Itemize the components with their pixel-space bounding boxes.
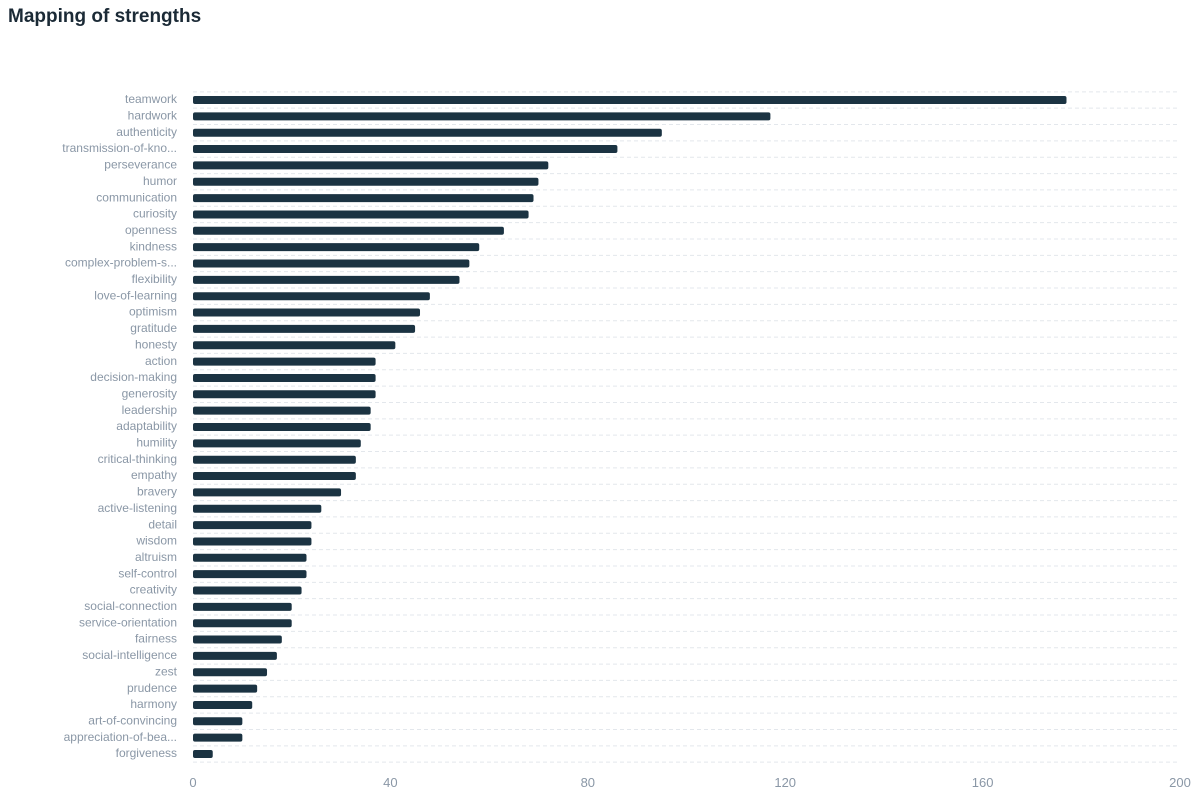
bar <box>193 717 243 726</box>
category-label: optimism <box>129 305 177 319</box>
category-label: adaptability <box>116 419 177 433</box>
bar <box>193 161 549 170</box>
bar <box>193 194 534 203</box>
category-label: leadership <box>122 403 178 417</box>
bar <box>193 373 376 382</box>
category-label: social-connection <box>84 599 177 613</box>
bar <box>193 439 361 448</box>
x-tick-label: 0 <box>189 775 196 790</box>
x-tick-label: 120 <box>774 775 796 790</box>
category-label: generosity <box>122 386 177 400</box>
bar <box>193 145 618 154</box>
category-label: humility <box>136 436 177 450</box>
bar <box>193 406 371 415</box>
bar <box>193 455 356 464</box>
bar <box>193 96 1067 104</box>
category-labels: teamwork hardwork authenticity transmission… <box>62 92 178 760</box>
x-axis-ticks: 0 40 80 120 160 200 <box>189 775 1190 790</box>
category-label: self-control <box>118 566 177 580</box>
category-label: wisdom <box>135 534 177 548</box>
category-label: openness <box>125 223 177 237</box>
category-label: flexibility <box>132 272 177 286</box>
grid-lines <box>193 91 1180 763</box>
bar <box>193 668 268 677</box>
category-label: transmission-of-kno... <box>62 141 177 155</box>
category-label: forgiveness <box>116 746 177 760</box>
x-tick-label: 200 <box>1169 775 1191 790</box>
x-tick-label: 40 <box>383 775 397 790</box>
category-label: fairness <box>135 632 177 646</box>
category-label: authenticity <box>116 125 177 139</box>
bar <box>193 226 504 235</box>
chart-title: Mapping of strengths <box>8 6 202 27</box>
bar <box>193 128 662 137</box>
bar <box>193 308 421 317</box>
bar <box>193 635 282 644</box>
bar <box>193 570 307 579</box>
bar <box>193 259 470 268</box>
bar <box>193 488 342 497</box>
category-label: service-orientation <box>79 615 177 629</box>
x-tick-label: 160 <box>972 775 994 790</box>
bar <box>193 177 539 186</box>
category-label: social-intelligence <box>82 648 177 662</box>
bar <box>193 700 253 709</box>
bar <box>193 504 322 513</box>
category-label: harmony <box>130 697 177 711</box>
bar <box>193 684 258 693</box>
category-label: love-of-learning <box>94 288 177 302</box>
category-label: complex-problem-s... <box>65 256 177 270</box>
bar <box>193 750 213 758</box>
category-label: prudence <box>127 681 177 695</box>
bar <box>193 243 480 252</box>
bar <box>193 210 529 219</box>
bar <box>193 423 371 431</box>
category-label: art-of-convincing <box>88 713 177 727</box>
bar <box>193 341 396 350</box>
bar <box>193 275 460 284</box>
category-label: decision-making <box>90 370 177 384</box>
category-label: appreciation-of-bea... <box>64 730 177 744</box>
category-label: communication <box>96 190 177 204</box>
category-label: critical-thinking <box>98 452 177 466</box>
bar <box>193 521 312 530</box>
bar <box>193 651 277 660</box>
category-label: action <box>145 354 177 368</box>
category-label: detail <box>148 517 177 531</box>
bar <box>193 553 307 562</box>
bar <box>193 733 243 742</box>
category-label: creativity <box>130 583 177 597</box>
category-label: perseverance <box>104 158 177 172</box>
category-label: honesty <box>135 337 177 351</box>
bars <box>193 96 1067 758</box>
category-label: gratitude <box>130 321 177 335</box>
category-label: altruism <box>135 550 177 564</box>
category-label: zest <box>155 664 178 678</box>
bar <box>193 112 771 121</box>
category-label: hardwork <box>128 109 178 123</box>
bar <box>193 537 312 546</box>
bar <box>193 292 430 301</box>
category-label: curiosity <box>133 207 177 221</box>
bar <box>193 324 416 333</box>
bar <box>193 586 302 595</box>
bar <box>193 619 292 628</box>
category-label: humor <box>143 174 177 188</box>
x-tick-label: 80 <box>581 775 595 790</box>
bar <box>193 602 292 611</box>
bar <box>193 390 376 399</box>
category-label: kindness <box>130 239 177 253</box>
category-label: active-listening <box>98 501 177 515</box>
bar <box>193 472 356 481</box>
bar <box>193 357 376 366</box>
category-label: empathy <box>131 468 177 482</box>
category-label: bravery <box>137 485 177 499</box>
category-label: teamwork <box>125 92 178 106</box>
